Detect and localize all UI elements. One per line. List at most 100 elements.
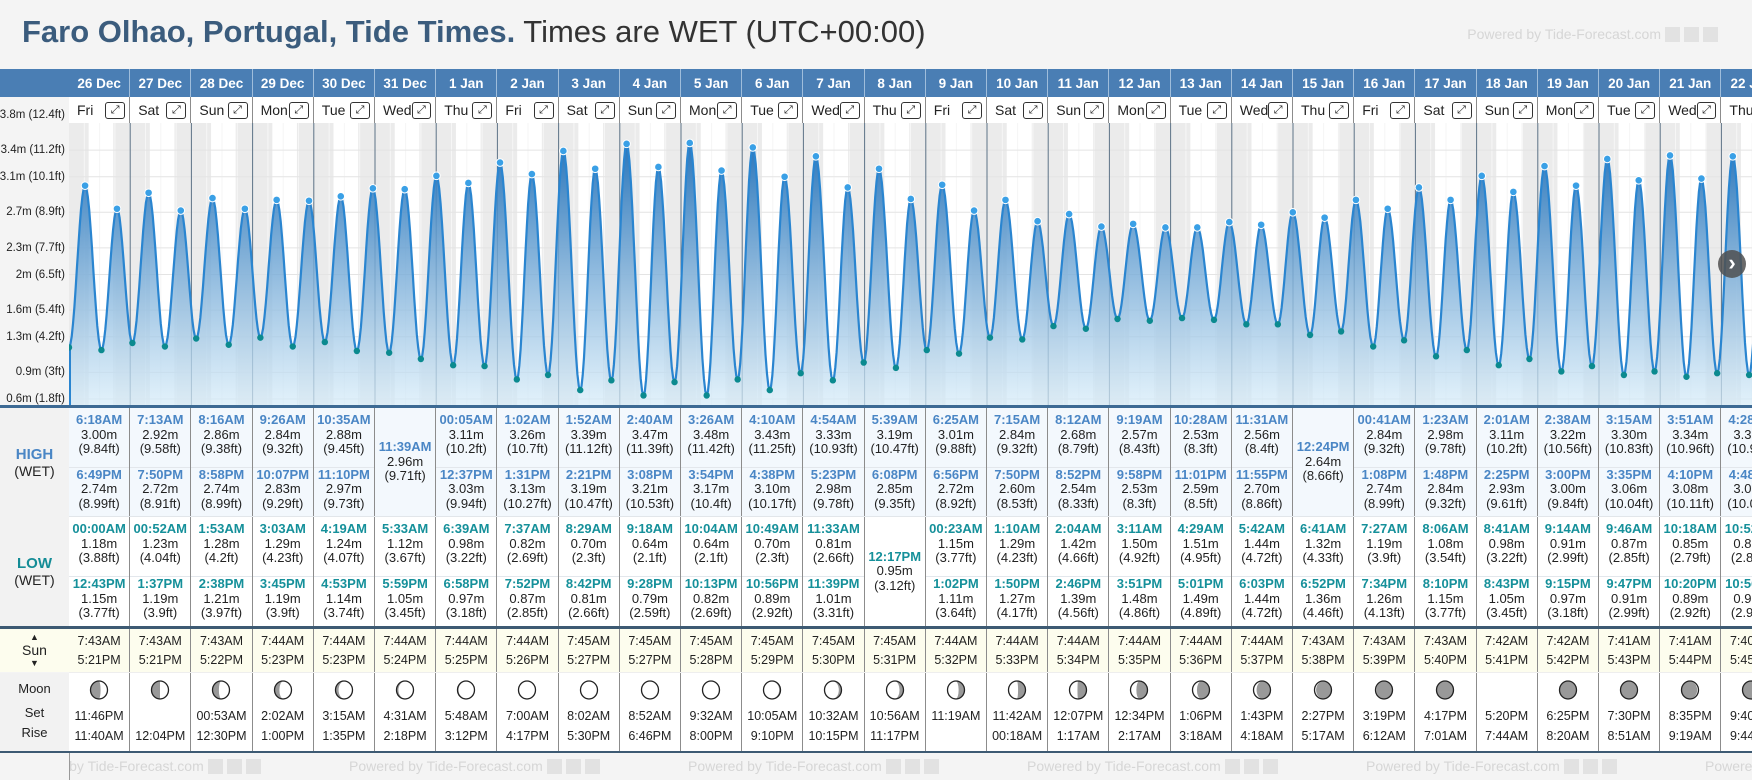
low-tide-cell: 11:33AM 0.81m (2.66ft) 11:39PM 1.01m (3.31ft) — [803, 517, 865, 626]
date-label: 29 Dec — [260, 75, 305, 91]
low-tide-cell: 1:53AM 1.28m (4.2ft) 2:38PM 1.21m (3.97ft) — [191, 517, 253, 626]
expand-day-button[interactable]: ⤢ — [227, 101, 248, 119]
low-tide-time: 10:49AM — [745, 521, 800, 537]
low-tide-cell: 3:03AM 1.29m (4.23ft) 3:45PM 1.19m (3.9ft) — [252, 517, 314, 626]
expand-day-button[interactable]: ⤢ — [839, 101, 860, 119]
high-tide-entry: 9:26AM 2.84m (9.32ft) — [253, 412, 313, 457]
high-tide-height-ft: (8.3ft) — [1183, 441, 1218, 456]
high-tide-point — [400, 184, 410, 194]
y-axis-label: 1.6m (5.4ft) — [6, 304, 65, 317]
low-tide-height-m: 1.24m — [325, 535, 362, 551]
expand-day-button[interactable]: ⤢ — [1512, 101, 1533, 119]
expand-day-button[interactable]: ⤢ — [349, 101, 370, 119]
low-tide-entry: 5:01PM 1.49m (4.89ft) — [1170, 576, 1231, 621]
high-tide-cell: 1:23AM 2.98m (9.78ft) 1:48PM 2.84m (9.32ft) — [1415, 408, 1477, 516]
y-axis-label: 2.3m (7.7ft) — [6, 241, 65, 254]
expand-day-button[interactable]: ⤢ — [655, 101, 676, 119]
expand-day-button[interactable]: ⤢ — [900, 101, 921, 119]
expand-day-button[interactable]: ⤢ — [105, 101, 126, 119]
low-tide-entry: 10:20PM 0.89m (2.92ft) — [1660, 576, 1721, 621]
expand-day-button[interactable]: ⤢ — [1390, 101, 1411, 119]
expand-day-button[interactable]: ⤢ — [533, 101, 554, 119]
high-tide-height-m: 3.00m — [1549, 481, 1586, 496]
moon-outline — [273, 680, 292, 700]
high-tide-point — [1602, 154, 1612, 164]
moon-lit-part — [1253, 681, 1262, 699]
expand-day-button[interactable]: ⤢ — [1268, 101, 1288, 119]
high-tide-point — [843, 183, 853, 192]
expand-day-button[interactable]: ⤢ — [961, 101, 982, 119]
sun-cell: 7:42AM 5:41PM — [1477, 629, 1538, 672]
low-tide-list: 3:11AM 1.50m (4.92ft) 3:51PM 1.48m (4.86ft) — [1109, 517, 1170, 626]
expand-day-button[interactable]: ⤢ — [288, 101, 309, 119]
expand-day-button[interactable]: ⤢ — [1635, 101, 1656, 119]
sun-times: 7:42AM 5:41PM — [1477, 629, 1537, 672]
low-tide-list: 9:14AM 0.91m (2.99ft) 9:15PM 0.97m (3.18ft) — [1537, 517, 1598, 626]
low-tide-height-ft: (2.92ft) — [751, 605, 793, 621]
moon-cell: 12:07PM 1:17AM — [1048, 673, 1110, 751]
high-tide-entry: 7:15AM 2.84m (9.32ft) — [987, 412, 1047, 457]
expand-day-button[interactable]: ⤢ — [472, 101, 493, 119]
high-tide-entry: 4:54AM 3.33m (10.93ft) — [803, 412, 863, 457]
expand-day-button[interactable]: ⤢ — [1206, 101, 1227, 119]
expand-day-button[interactable]: ⤢ — [1451, 101, 1472, 119]
low-tide-time: 9:15PM — [1545, 576, 1591, 592]
moon-outline — [1619, 680, 1639, 700]
moon-info: 7:00AM 4:17PM — [497, 673, 557, 751]
low-tide-height-m: 1.14m — [325, 590, 362, 606]
expand-day-button[interactable]: ⤢ — [778, 101, 799, 119]
high-tide-point — [654, 162, 663, 172]
moon-info: 2:27PM 5:17AM — [1293, 673, 1353, 751]
moon-dark-disc — [1314, 681, 1332, 699]
moonrise-time: 00:18AM — [992, 729, 1043, 743]
expand-day-button[interactable]: ⤢ — [1084, 101, 1105, 119]
expand-day-button[interactable]: ⤢ — [411, 101, 432, 119]
high-tide-entry: 5:23PM 2.98m (9.78ft) — [803, 466, 864, 512]
expand-day-button[interactable]: ⤢ — [1329, 101, 1350, 119]
weekday-row: Fri ⤢ Sat ⤢ Sun ⤢ Mon ⤢ Tue ⤢ Wed ⤢ Thu ⤢ Fri ⤢ Sat ⤢ Sun ⤢… — [69, 97, 1752, 124]
low-tide-entry: 7:37AM 0.82m (2.69ft) — [497, 522, 557, 566]
high-tide-entry: 3:08PM 3.21m (10.53ft) — [619, 466, 680, 512]
moon-phase-icon — [1313, 680, 1333, 700]
high-tide-point — [1224, 217, 1234, 227]
expand-day-button[interactable]: ⤢ — [1145, 101, 1166, 119]
low-tide-entry: 8:42PM 0.81m (2.66ft) — [558, 576, 619, 621]
moonrise-time: 6:46PM — [628, 729, 672, 743]
expand-day-button[interactable]: ⤢ — [1696, 101, 1717, 119]
expand-day-button[interactable]: ⤢ — [166, 101, 187, 119]
high-tide-height-m: 2.96m — [387, 453, 424, 469]
weekday-label: Sun — [627, 102, 653, 118]
high-tide-point — [304, 196, 314, 206]
moon-cell: 9:40PM 9:44AM — [1721, 673, 1752, 751]
low-tide-list: 7:37AM 0.82m (2.69ft) 7:52PM 0.87m (2.85ft) — [497, 517, 558, 626]
high-tide-cell: 4:10AM 3.43m (11.25ft) 4:38PM 3.10m (10.17ft) — [742, 408, 804, 516]
moon-lit-part — [1192, 681, 1201, 699]
sun-cell: 7:44AM 5:34PM — [1048, 629, 1110, 672]
expand-day-button[interactable]: ⤢ — [717, 101, 738, 119]
sun-cell: 7:43AM 5:21PM — [69, 629, 131, 672]
weekday-cell: Fri ⤢ — [497, 97, 559, 123]
low-tide-height-ft: (3.67ft) — [384, 550, 426, 566]
high-tide-cell: 3:51AM 3.34m (10.96ft) 4:10PM 3.08m (10.11ft) — [1660, 408, 1722, 516]
sunset-time: 5:26PM — [505, 652, 550, 667]
date-label: 17 Jan — [1424, 75, 1467, 91]
high-tide-height-ft: (10.7ft) — [506, 441, 549, 456]
low-tide-height-m: 0.89m — [1672, 590, 1709, 606]
expand-day-button[interactable]: ⤢ — [594, 101, 615, 119]
next-days-button[interactable]: › — [1718, 250, 1746, 278]
low-tide-height-m: 1.36m — [1305, 590, 1342, 606]
low-tide-time: 8:41AM — [1483, 521, 1530, 537]
weekday-label: Thu — [1301, 102, 1326, 118]
expand-day-button[interactable]: ⤢ — [1023, 101, 1044, 119]
sun-times: 7:43AM 5:22PM — [191, 629, 251, 672]
sun-times: 7:44AM 5:26PM — [497, 629, 557, 672]
weekday-label: Thu — [872, 102, 897, 118]
expand-day-button[interactable]: ⤢ — [1573, 101, 1594, 119]
low-tide-time: 4:53PM — [321, 576, 367, 592]
high-tide-time: 2:25PM — [1483, 466, 1530, 482]
sun-times: 7:45AM 5:28PM — [681, 629, 741, 672]
high-tide-time: 3:00PM — [1545, 466, 1591, 482]
high-tide-row: 6:18AM 3.00m (9.84ft) 6:49PM 2.74m (8.99ft) 7:… — [69, 408, 1752, 517]
low-tide-height-m: 1.15m — [81, 590, 118, 606]
date-cell: 18 Jan — [1477, 69, 1538, 97]
